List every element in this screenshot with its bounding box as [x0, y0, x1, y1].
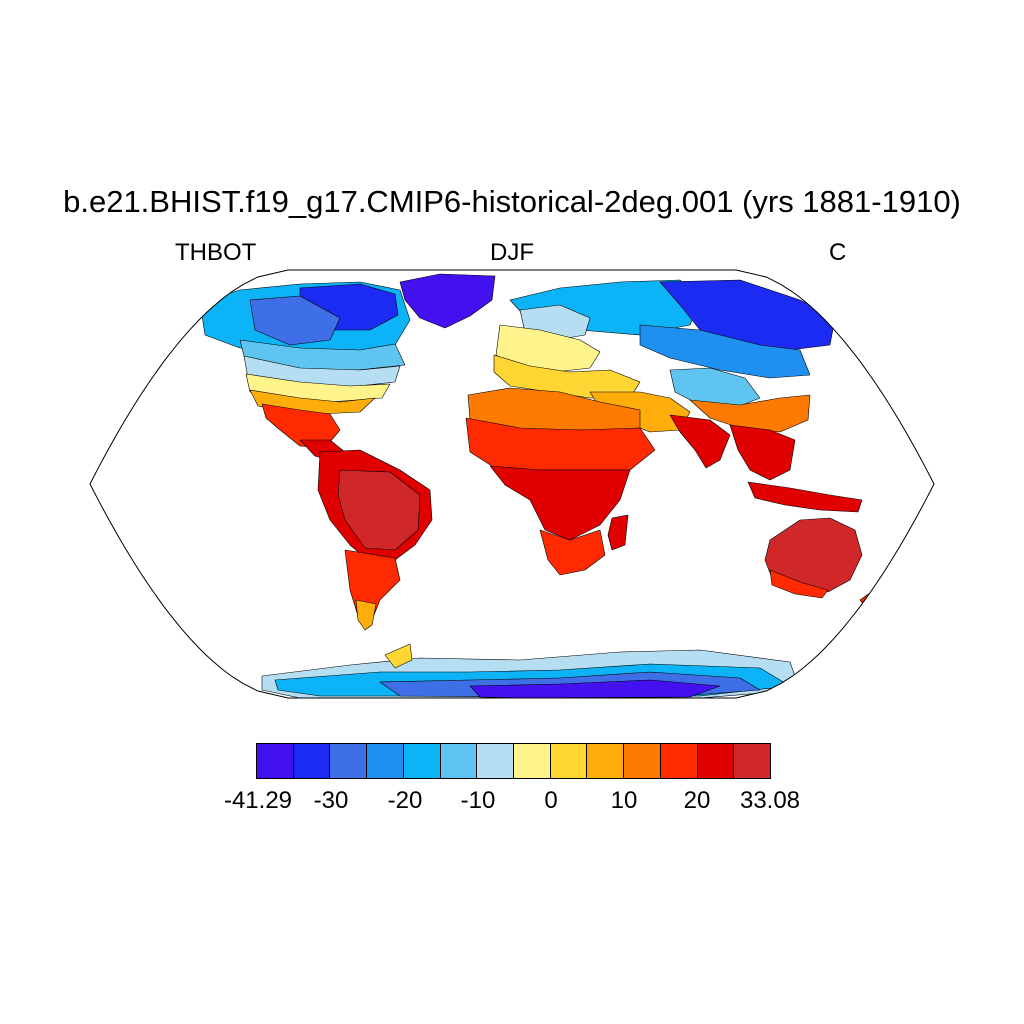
land-temperature-field: [199, 273, 903, 698]
land-region-canada-mid: [249, 295, 341, 346]
colorbar-swatch: [734, 744, 771, 778]
colorbar-swatch: [403, 744, 441, 778]
land-region-india: [669, 414, 731, 469]
colorbar-swatch: [550, 744, 588, 778]
units-label: C: [829, 239, 847, 266]
plot-title: b.e21.BHIST.f19_g17.CMIP6-historical-2de…: [63, 184, 961, 219]
colorbar: [256, 743, 771, 779]
land-region-siberia-east: [659, 279, 836, 351]
colorbar-swatch: [367, 744, 404, 778]
land-region-greenland: [399, 273, 496, 329]
colorbar-tick-label: 33.08: [739, 787, 801, 814]
colorbar-swatch: [330, 744, 368, 778]
colorbar-tick-label: -20: [387, 787, 423, 814]
map-outline: [89, 269, 935, 699]
colorbar-swatch: [477, 744, 515, 778]
land-region-china-south: [689, 394, 811, 433]
colorbar-swatch: [293, 744, 331, 778]
colorbar-tick-label: 0: [544, 787, 558, 814]
variable-label: THBOT: [175, 239, 257, 266]
land-region-patagonia: [355, 599, 377, 631]
colorbar-tick-label: -10: [460, 787, 496, 814]
land-region-amazon: [337, 469, 421, 551]
land-region-australia-south: [769, 569, 829, 599]
colorbar-tick-label: -30: [313, 787, 349, 814]
season-label: DJF: [490, 239, 534, 266]
land-region-central-africa: [489, 465, 631, 541]
colorbar-tick-label: 10: [610, 787, 638, 814]
colorbar-swatch: [624, 744, 661, 778]
land-region-madagascar: [607, 514, 629, 551]
land-region-southern-africa: [539, 529, 606, 576]
land-region-australia: [764, 517, 863, 593]
land-region-antarctica-interior: [469, 679, 721, 698]
land-region-antarctic-peninsula: [384, 643, 413, 669]
colorbar-tick-label: -41.29: [223, 787, 293, 814]
colorbar-swatch: [587, 744, 625, 778]
land-region-siberia-south: [639, 324, 811, 379]
colorbar-swatch: [660, 744, 698, 778]
land-region-tibet: [669, 367, 761, 409]
colorbar-tick-label: 20: [683, 787, 711, 814]
land-region-new-zealand: [859, 574, 903, 607]
colorbar-swatch: [440, 744, 478, 778]
colorbar-swatch: [257, 744, 294, 778]
land-region-indonesia: [747, 481, 863, 513]
colorbar-swatch: [514, 744, 551, 778]
colorbar-swatch: [697, 744, 735, 778]
land-region-southeast-asia: [729, 424, 796, 481]
